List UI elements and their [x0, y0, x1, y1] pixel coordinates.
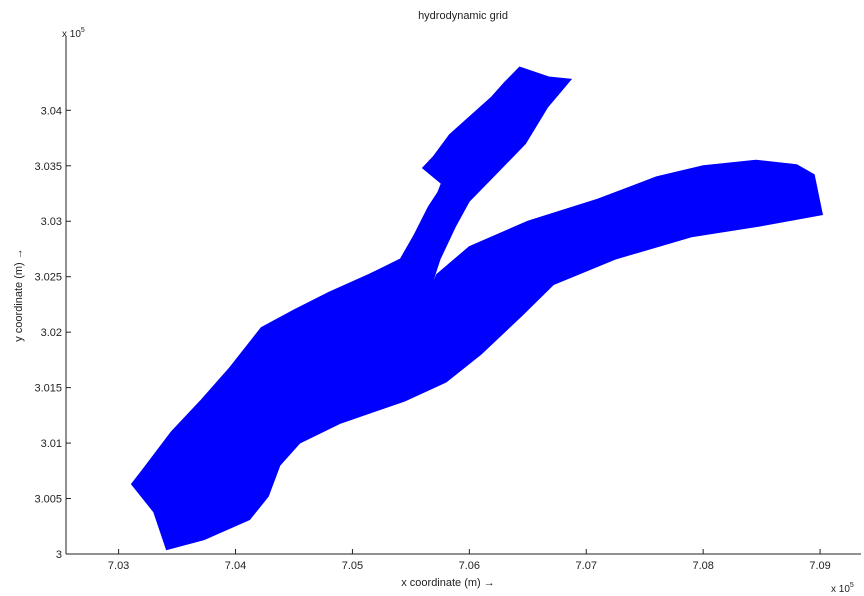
x-tick-label: 7.08	[692, 560, 713, 572]
axes	[65, 36, 861, 555]
y-tick-label: 3.04	[41, 105, 62, 117]
y-tick-label: 3.01	[41, 438, 62, 450]
grid-mesh	[130, 66, 823, 551]
x-tick-label: 7.03	[108, 560, 129, 572]
y-tick-label: 3.005	[34, 494, 62, 506]
y-tick-label: 3.025	[34, 272, 62, 284]
grid-cells-area	[130, 66, 823, 551]
y-tick-label: 3.015	[34, 383, 62, 395]
y-ticks: 3 3.005 3.01 3.015 3.02 3.025 3.03 3.035 3.04	[34, 105, 71, 561]
x-tick-label: 7.09	[809, 560, 830, 572]
x-ticks: 7.03 7.04 7.05 7.06 7.07 7.08 7.09	[108, 549, 831, 572]
y-tick-label: 3	[56, 549, 62, 561]
y-tick-label: 3.02	[41, 327, 62, 339]
y-axis-title: y coordinate (m) →	[13, 248, 25, 342]
x-tick-label: 7.04	[225, 560, 246, 572]
x-exponent-label: x 105	[831, 582, 854, 595]
y-tick-label: 3.035	[34, 161, 62, 173]
y-tick-label: 3.03	[41, 216, 62, 228]
x-axis-title: x coordinate (m) →	[401, 577, 495, 589]
x-tick-label: 7.06	[459, 560, 480, 572]
x-tick-label: 7.07	[576, 560, 597, 572]
chart-title: hydrodynamic grid	[418, 10, 508, 22]
y-exponent-label: x 105	[62, 27, 85, 40]
x-tick-label: 7.05	[342, 560, 363, 572]
